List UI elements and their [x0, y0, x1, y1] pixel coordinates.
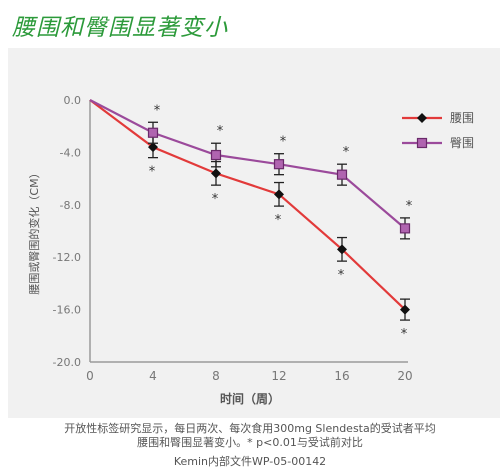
data-point-square — [147, 127, 159, 138]
y-axis-title: 腰围或臀围的变化（CM） — [27, 167, 41, 294]
significance-marker: * — [212, 192, 219, 207]
series-line — [89, 99, 406, 311]
data-point-diamond — [400, 304, 410, 315]
x-tick-label: 4 — [149, 369, 157, 383]
significance-marker: * — [154, 103, 161, 118]
x-tick-label: 16 — [334, 369, 349, 383]
y-tick-label: -16.0 — [53, 304, 81, 317]
y-tick-label: 0.0 — [64, 94, 82, 107]
x-tick-label: 20 — [397, 369, 412, 383]
significance-marker: * — [149, 165, 156, 180]
significance-marker: * — [275, 213, 282, 228]
x-tick-label: 12 — [271, 369, 286, 383]
significance-marker: * — [338, 268, 345, 283]
data-point-square — [336, 169, 348, 180]
series-layer: * * * * * * * * * * — [89, 99, 413, 342]
series-line — [89, 99, 406, 230]
significance-marker: * — [406, 199, 413, 214]
significance-marker: * — [217, 124, 224, 139]
legend-marker-square — [416, 137, 428, 149]
series-hip: * * * * * — [89, 99, 413, 240]
y-tick-label: -4.0 — [60, 146, 81, 159]
data-point-diamond — [211, 168, 221, 179]
x-tick-label: 8 — [212, 369, 220, 383]
legend-item: 腰围 — [402, 111, 474, 125]
caption-line-2: 腰围和臀围显著变小。* p<0.01与受试前对比 — [137, 436, 363, 449]
y-tick-labels: 0.0 -4.0 -8.0 -12.0 -16.0 -20.0 — [53, 94, 81, 369]
chart-title: 腰围和臀围显著变小 — [12, 15, 228, 41]
x-tick-labels: 0 4 8 12 16 20 — [86, 369, 412, 383]
y-tick-label: -12.0 — [53, 251, 81, 264]
series-waist: * * * * * — [89, 99, 410, 342]
document-id: Kemin内部文件WP-05-00142 — [173, 455, 327, 468]
x-tick-label: 0 — [86, 369, 94, 383]
data-point-square — [399, 223, 411, 234]
data-point-diamond — [148, 142, 158, 153]
legend-label: 腰围 — [450, 111, 474, 125]
legend-marker-diamond — [417, 113, 427, 123]
significance-marker: * — [401, 327, 408, 342]
data-point-diamond — [337, 244, 347, 255]
data-point-diamond — [274, 189, 284, 200]
data-point-square — [210, 149, 222, 161]
x-axis-title: 时间（周） — [220, 391, 280, 406]
y-tick-label: -8.0 — [60, 199, 81, 212]
caption-line-1: 开放性标签研究显示，每日两次、每次食用300mg Slendesta的受试者平均 — [64, 422, 436, 435]
y-tick-label: -20.0 — [53, 356, 81, 369]
significance-marker: * — [280, 135, 287, 150]
data-point-square — [273, 159, 285, 170]
legend-label: 臀围 — [450, 136, 474, 150]
significance-marker: * — [343, 145, 350, 160]
axes — [89, 100, 408, 363]
legend-item: 臀围 — [402, 136, 474, 150]
